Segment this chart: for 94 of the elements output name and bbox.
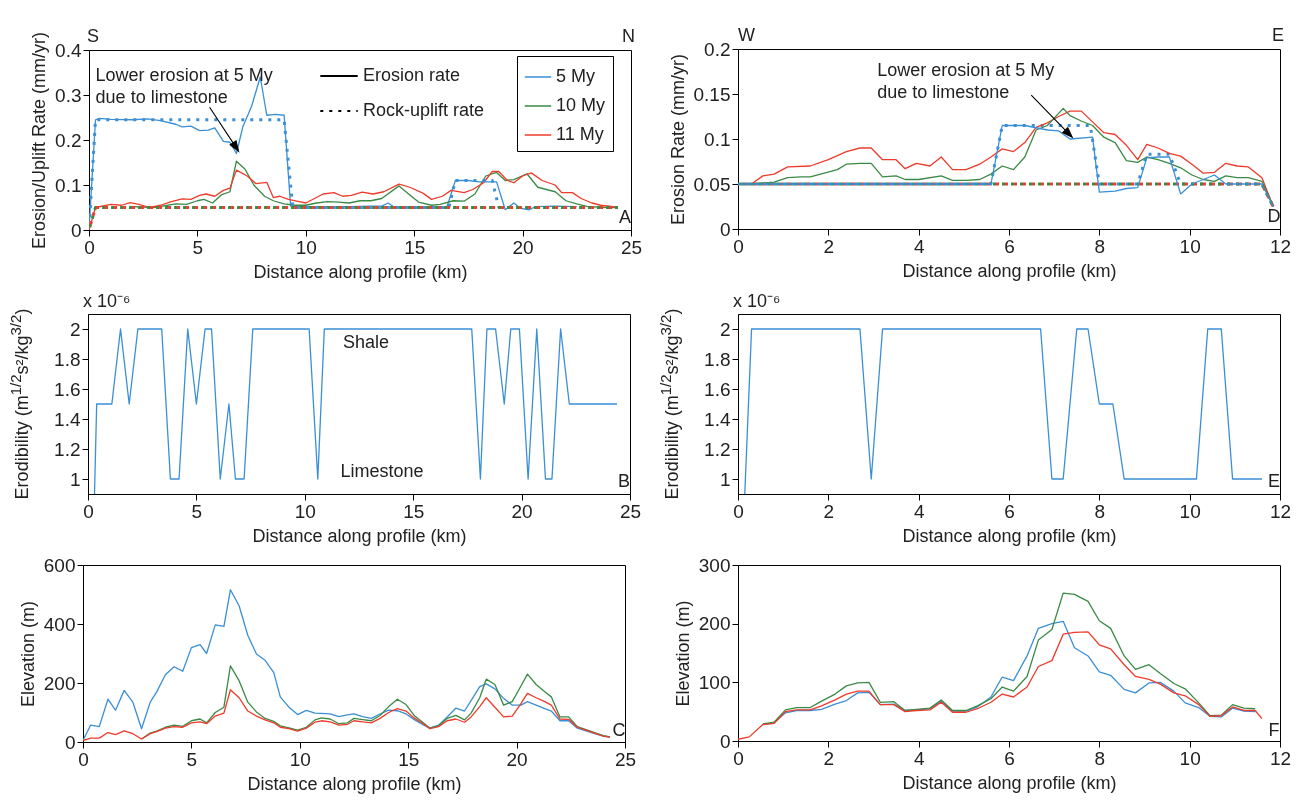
- x-tick-label: 15: [404, 236, 426, 258]
- annotation: Erosion rate: [363, 65, 461, 85]
- y-tick-label: 400: [43, 613, 76, 635]
- legend-label: 5 My: [556, 66, 596, 86]
- annotation: E: [1267, 471, 1281, 491]
- y-tick-label: 0: [719, 730, 731, 752]
- y-tick-label: 0: [70, 219, 82, 241]
- annotation: C: [612, 720, 626, 740]
- annotation: Lower erosion at 5 My due to limestone: [877, 60, 1055, 103]
- y-tick-label: 0.05: [693, 173, 731, 195]
- y-tick-label: 0: [719, 218, 731, 240]
- y-tick-label: 100: [698, 671, 731, 693]
- y-tick-label: 0.1: [55, 174, 82, 196]
- y-tick-label: 200: [43, 672, 76, 694]
- x-tick-label: 25: [614, 748, 637, 770]
- x-tick-label: 4: [913, 500, 925, 522]
- x-tick-label: 15: [403, 500, 425, 522]
- y-tick-label: 0.3: [55, 84, 82, 106]
- y-tick-label: 1.4: [704, 408, 731, 430]
- x-tick-label: 10: [1179, 500, 1201, 522]
- x-tick-label: 6: [1004, 235, 1015, 257]
- y-tick-label: 2: [719, 318, 731, 340]
- annotation: F: [1268, 720, 1280, 740]
- y-tick-label: 1.6: [54, 378, 81, 400]
- x-tick-label: 5: [186, 748, 198, 770]
- y-tick-label: 200: [698, 613, 731, 635]
- x-tick-label: 4: [913, 235, 925, 257]
- annotation: Rock-uplift rate: [363, 100, 485, 120]
- x-tick-label: 2: [823, 235, 835, 257]
- y-tick-label: 1.8: [54, 348, 81, 370]
- x-tick-label: 4: [913, 747, 925, 769]
- x-tick-label: 8: [1094, 500, 1106, 522]
- x-tick-label: 12: [1269, 747, 1292, 769]
- y-tick-label: 600: [43, 554, 76, 576]
- legend-label: 11 My: [556, 124, 604, 144]
- x-tick-label: 5: [191, 500, 203, 522]
- x-tick-label: 6: [1004, 747, 1015, 769]
- x-tick-label: 12: [1269, 235, 1292, 257]
- y-tick-label: 1.2: [54, 438, 81, 460]
- x-tick-label: 20: [506, 748, 528, 770]
- y-tick-label: 300: [698, 554, 731, 576]
- annotation: D: [1267, 206, 1281, 226]
- y-tick-label: 1: [69, 468, 81, 490]
- legend-label: 10 My: [556, 95, 606, 115]
- x-tick-label: 2: [823, 747, 835, 769]
- y-tick-label: 0.4: [55, 39, 82, 61]
- y-tick-label: 1.8: [704, 348, 731, 370]
- y-axis-title: Elevation (m): [17, 600, 38, 708]
- text: N: [622, 26, 635, 46]
- x-axis-title: Distance along profile (km): [902, 525, 1117, 546]
- text: x 10⁻⁶: [733, 291, 781, 311]
- x-axis-title: Distance along profile (km): [902, 772, 1117, 793]
- x-tick-label: 15: [398, 748, 420, 770]
- annotation: Limestone: [340, 461, 424, 481]
- x-tick-label: 10: [1179, 235, 1201, 257]
- x-tick-label: 8: [1094, 747, 1106, 769]
- x-tick-label: 10: [1179, 747, 1201, 769]
- y-tick-label: 1.4: [54, 408, 81, 430]
- x-tick-label: 20: [512, 236, 534, 258]
- annotation: Shale: [342, 332, 390, 352]
- annotation: Lower erosion at 5 My due to limestone: [95, 65, 273, 108]
- x-axis-title: Distance along profile (km): [247, 773, 462, 794]
- text: x 10⁻⁶: [83, 291, 131, 311]
- x-tick-label: 5: [192, 236, 204, 258]
- annotation: A: [618, 207, 632, 227]
- y-axis-title: Erosion Rate (mm/yr): [667, 53, 688, 226]
- y-axis-title: Erosion/Uplift Rate (mm/yr): [29, 31, 50, 250]
- x-tick-label: 25: [620, 236, 643, 258]
- y-tick-label: 1.2: [704, 438, 731, 460]
- y-tick-label: 2: [69, 318, 81, 340]
- text: S: [87, 26, 100, 46]
- y-tick-label: 0.15: [693, 83, 731, 105]
- x-tick-label: 20: [511, 500, 533, 522]
- text: W: [738, 25, 755, 45]
- y-tick-label: 0.2: [704, 38, 731, 60]
- x-tick-label: 8: [1094, 235, 1106, 257]
- y-tick-label: 0: [64, 731, 76, 753]
- x-tick-label: 6: [1004, 500, 1015, 522]
- y-tick-label: 1.6: [704, 378, 731, 400]
- x-tick-label: 12: [1269, 500, 1292, 522]
- y-axis-title: Elevation (m): [672, 600, 693, 707]
- y-tick-label: 1: [719, 468, 731, 490]
- x-tick-label: 10: [289, 748, 311, 770]
- x-tick-label: 25: [619, 500, 642, 522]
- annotation: B: [617, 471, 631, 491]
- x-axis-title: Distance along profile (km): [252, 525, 467, 546]
- y-tick-label: 0.2: [55, 129, 82, 151]
- x-tick-label: 10: [295, 236, 317, 258]
- text: E: [1271, 25, 1284, 45]
- x-axis-title: Distance along profile (km): [902, 260, 1117, 281]
- y-tick-label: 0.1: [704, 128, 731, 150]
- x-tick-label: 2: [823, 500, 835, 522]
- x-axis-title: Distance along profile (km): [253, 261, 468, 282]
- x-tick-label: 10: [294, 500, 316, 522]
